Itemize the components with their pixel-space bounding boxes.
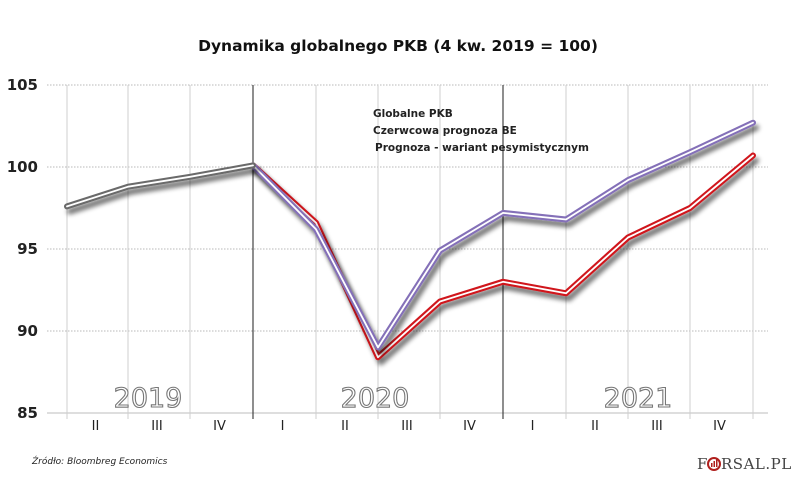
x-axis: II III IV I II III IV I II III IV bbox=[92, 419, 726, 434]
legend-label-globalne-pkb: Globalne PKB bbox=[373, 108, 453, 120]
forsal-logo: F RSAL.PL bbox=[697, 455, 792, 473]
grid bbox=[47, 84, 768, 419]
legend-label-prognoza-pesymistyczna: Prognoza - wariant pesymistycznym bbox=[375, 142, 589, 154]
y-tick-label: 90 bbox=[17, 322, 38, 340]
x-tick-label: II bbox=[341, 419, 349, 434]
x-tick-label: III bbox=[151, 419, 163, 434]
source-note: Źródło: Bloombreg Economics bbox=[31, 455, 168, 467]
series-line-highlight bbox=[252, 121, 754, 349]
logo-f: F bbox=[697, 455, 708, 473]
legend-item-czerwcowa-prognoza: Czerwcowa prognoza BE bbox=[319, 125, 517, 137]
x-tick-label: II bbox=[92, 419, 100, 434]
x-tick-label: II bbox=[591, 419, 599, 434]
legend-item-prognoza-pesymistyczna: Prognoza - wariant pesymistycznym bbox=[319, 142, 589, 154]
series-line bbox=[64, 162, 256, 210]
x-tick-label: IV bbox=[713, 419, 726, 434]
year-label: 2021 bbox=[604, 383, 673, 414]
series-line-highlight bbox=[66, 164, 254, 208]
logo-bar-icon bbox=[713, 461, 715, 467]
year-label: 2019 bbox=[114, 383, 183, 414]
logo-o-icon bbox=[707, 457, 721, 471]
y-tick-label: 95 bbox=[17, 240, 38, 258]
logo-text: RSAL.PL bbox=[721, 455, 792, 473]
legend: Globalne PKB Czerwcowa prognoza BE Progn… bbox=[319, 108, 589, 154]
y-axis: 85 90 95 100 105 bbox=[7, 76, 38, 422]
legend-item-globalne-pkb: Globalne PKB bbox=[319, 108, 453, 120]
x-tick-label: III bbox=[401, 419, 413, 434]
x-tick-label: III bbox=[651, 419, 663, 434]
legend-label-czerwcowa-prognoza: Czerwcowa prognoza BE bbox=[373, 125, 517, 137]
logo-bar-icon bbox=[711, 463, 713, 467]
series-globalne-pkb bbox=[64, 162, 256, 210]
x-tick-label: IV bbox=[213, 419, 226, 434]
y-tick-label: 105 bbox=[7, 76, 38, 94]
year-labels: 2019 2020 2021 bbox=[113, 382, 673, 414]
x-tick-label: IV bbox=[463, 419, 476, 434]
y-tick-label: 100 bbox=[7, 158, 38, 176]
x-tick-label: I bbox=[281, 419, 285, 434]
x-tick-label: I bbox=[531, 419, 535, 434]
y-tick-label: 85 bbox=[17, 404, 38, 422]
series-czerwcowa-prognoza-be bbox=[250, 119, 756, 351]
chart-title: Dynamika globalnego PKB (4 kw. 2019 = 10… bbox=[198, 37, 598, 55]
series-lines bbox=[64, 119, 756, 361]
logo-bar-icon bbox=[716, 459, 718, 467]
year-label: 2020 bbox=[341, 383, 410, 414]
